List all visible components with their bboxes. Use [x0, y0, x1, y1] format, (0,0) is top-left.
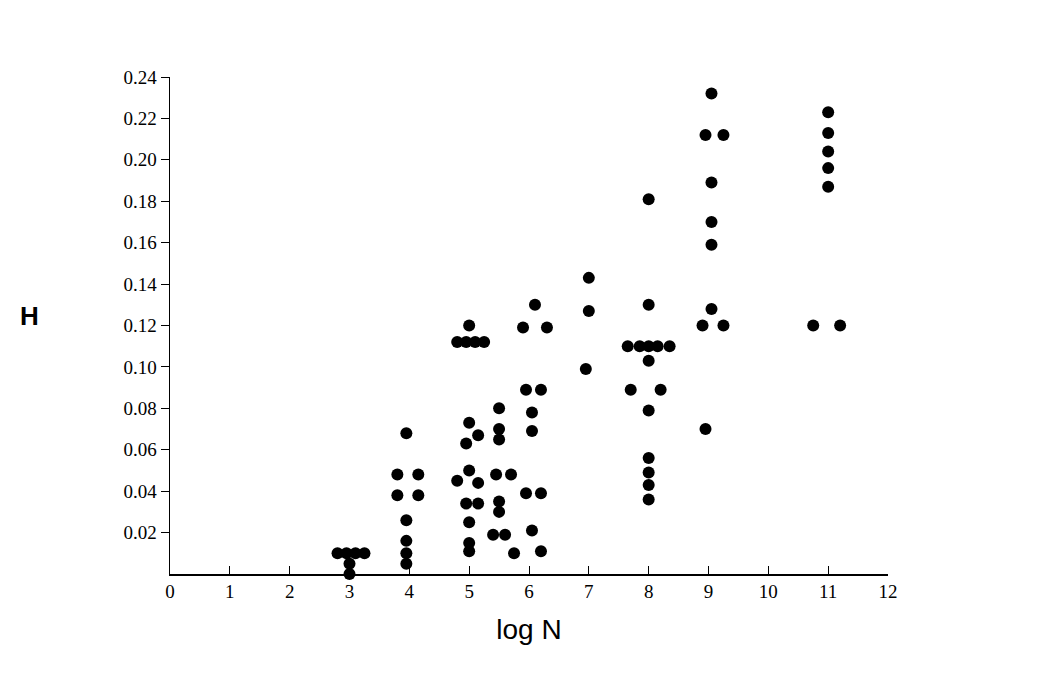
svg-text:8: 8 — [644, 581, 654, 602]
svg-text:0.06: 0.06 — [123, 439, 156, 460]
svg-text:0: 0 — [165, 581, 175, 602]
svg-text:12: 12 — [879, 581, 898, 602]
svg-text:11: 11 — [819, 581, 837, 602]
svg-text:0.14: 0.14 — [123, 274, 157, 295]
svg-text:4: 4 — [405, 581, 415, 602]
svg-text:1: 1 — [225, 581, 235, 602]
svg-text:H: H — [20, 301, 39, 331]
svg-text:2: 2 — [285, 581, 295, 602]
svg-text:log N: log N — [496, 614, 561, 645]
svg-text:0.04: 0.04 — [123, 481, 157, 502]
svg-text:0.02: 0.02 — [123, 522, 156, 543]
svg-text:6: 6 — [524, 581, 534, 602]
svg-text:5: 5 — [464, 581, 474, 602]
svg-text:9: 9 — [704, 581, 714, 602]
svg-text:0.12: 0.12 — [123, 315, 156, 336]
svg-text:0.10: 0.10 — [123, 357, 156, 378]
svg-text:3: 3 — [345, 581, 355, 602]
svg-text:0.18: 0.18 — [123, 191, 156, 212]
svg-text:0.20: 0.20 — [123, 149, 156, 170]
svg-text:7: 7 — [584, 581, 594, 602]
svg-text:0.24: 0.24 — [123, 67, 157, 88]
svg-text:0.16: 0.16 — [123, 232, 156, 253]
svg-text:0.22: 0.22 — [123, 108, 156, 129]
svg-text:0.08: 0.08 — [123, 398, 156, 419]
svg-text:10: 10 — [759, 581, 778, 602]
